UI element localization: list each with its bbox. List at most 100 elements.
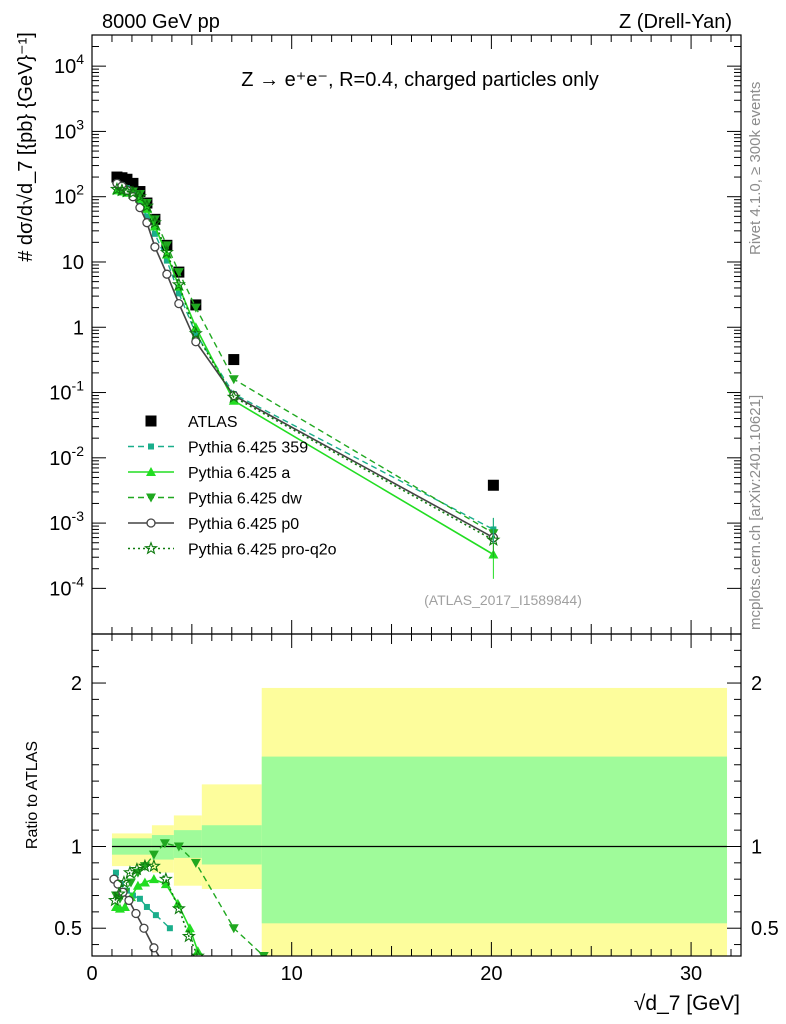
- legend-marker-pq2o: [143, 541, 159, 555]
- point-pp0: [174, 298, 184, 309]
- point-pq2o: [119, 184, 134, 198]
- y-tick-label: 102: [54, 182, 84, 209]
- ratio-tick-label-right: 2: [751, 673, 762, 695]
- ratio-tick-label-left: 1: [71, 836, 82, 858]
- legend-entry-pq2o: Pythia 6.425 pro-q2o: [128, 541, 337, 559]
- ratio-point-pa: [132, 880, 143, 890]
- ratio-point-pq2o: [190, 948, 205, 956]
- ratio-point-pa: [139, 877, 150, 887]
- point-p359: [143, 213, 150, 220]
- x-tick-label: 30: [680, 963, 702, 985]
- legend-marker-data: [145, 415, 157, 427]
- point-pp0: [142, 218, 152, 228]
- series-line-pp0: [116, 182, 494, 539]
- ratio-point-pq2o: [129, 861, 144, 876]
- point-pdw: [173, 268, 184, 278]
- process-label: Z (Drell-Yan): [619, 11, 732, 33]
- point-p359: [151, 230, 158, 237]
- ratio-point-pq2o: [181, 928, 196, 943]
- point-data: [127, 177, 139, 189]
- point-pq2o: [226, 389, 241, 404]
- point-pp0: [162, 269, 172, 279]
- y-tick-label: 10-2: [49, 443, 84, 470]
- point-pq2o: [159, 245, 174, 259]
- legend-label-pdw: Pythia 6.425 dw: [188, 491, 302, 508]
- collision-energy-label: 8000 GeV pp: [102, 11, 220, 33]
- ratio-series-pp0: [109, 874, 166, 965]
- ratio-point-pp0: [131, 908, 141, 919]
- ratio-point-pq2o: [111, 886, 126, 900]
- y-tick-label: 10: [62, 252, 84, 274]
- series-line-pq2o: [116, 188, 494, 541]
- ratio-point-pq2o: [146, 858, 161, 873]
- x-tick-label: 10: [281, 963, 303, 985]
- rivet-version-label: Rivet 4.1.0, ≥ 300k events: [747, 82, 764, 255]
- point-data: [228, 354, 240, 366]
- ratio-point-pq2o: [116, 875, 131, 889]
- y-tick-label: 10-3: [49, 508, 84, 535]
- ratio-y-axis-ticks: 0.5 0.5 1 1 2 2: [54, 649, 779, 946]
- ratio-point-pq2o: [107, 893, 122, 907]
- ratio-panel-frame: [91, 633, 742, 957]
- y-tick-exponent: -3: [72, 508, 85, 524]
- point-pp0: [150, 242, 160, 252]
- x-axis-ticks: 0 10 20 30: [86, 35, 732, 985]
- point-pq2o: [125, 185, 140, 199]
- ratio-series-group: [107, 839, 269, 965]
- ratio-tick-label-left: 2: [71, 673, 82, 695]
- point-pq2o: [147, 215, 162, 229]
- y-tick-exponent: -1: [72, 378, 85, 394]
- legend-entry-data: ATLAS: [145, 414, 238, 431]
- y-tick-exponent: 3: [76, 116, 84, 132]
- legend-marker-pa: [146, 467, 156, 476]
- legend-entry-pa: Pythia 6.425 a: [128, 465, 290, 482]
- legend-label-p359: Pythia 6.425 359: [188, 440, 308, 457]
- point-pq2o: [171, 277, 186, 291]
- x-tick-label: 20: [480, 963, 502, 985]
- legend-label-pq2o: Pythia 6.425 pro-q2o: [188, 542, 337, 559]
- ratio-point-pq2o: [158, 871, 173, 886]
- ratio-point-pdw: [173, 842, 184, 852]
- ratio-point-p359: [136, 895, 143, 902]
- ratio-series-p359: [112, 869, 173, 932]
- ratio-point-p359: [112, 869, 119, 876]
- ratio-tick-label-left: 0.5: [54, 918, 82, 940]
- point-p359: [192, 330, 199, 337]
- legend-marker-pp0: [146, 518, 156, 528]
- series-pp0: [112, 178, 499, 543]
- analysis-id-label: (ATLAS_2017_I1589844): [424, 592, 582, 608]
- legend-entry-p359: Pythia 6.425 359: [128, 440, 308, 457]
- ratio-point-pa: [119, 901, 130, 911]
- point-pdw: [190, 303, 201, 313]
- legend-entry-pdw: Pythia 6.425 dw: [128, 491, 302, 508]
- point-pdw: [228, 375, 239, 385]
- legend-marker-pdw: [146, 493, 156, 503]
- spectrum-series-group: [109, 171, 501, 579]
- legend-label-data: ATLAS: [188, 414, 238, 431]
- series-line-pdw: [116, 186, 494, 534]
- ratio-y-axis-label: Ratio to ATLAS: [24, 741, 41, 849]
- point-pq2o: [188, 326, 203, 340]
- ratio-point-pdw: [228, 924, 239, 934]
- ratio-point-pp0: [158, 957, 166, 965]
- legend-label-pp0: Pythia 6.425 p0: [188, 516, 299, 533]
- point-data: [121, 173, 133, 185]
- legend-marker-p359: [148, 443, 154, 450]
- point-pq2o: [132, 189, 147, 203]
- band-inner-bin: [261, 756, 728, 924]
- ratio-point-p359: [143, 903, 150, 910]
- ratio-series-pq2o: [107, 858, 205, 956]
- point-data: [487, 479, 499, 491]
- y-tick-label: 10-1: [49, 378, 84, 405]
- legend-label-pa: Pythia 6.425 a: [188, 465, 290, 482]
- y-tick-exponent: -4: [72, 573, 85, 589]
- point-pdw: [149, 215, 160, 225]
- ratio-point-pdw: [148, 850, 159, 860]
- band-inner-bin: [201, 825, 262, 865]
- ratio-point-pp0: [139, 923, 149, 933]
- point-pdw: [141, 199, 152, 209]
- ratio-point-pdw: [159, 839, 170, 849]
- point-pp0: [191, 337, 201, 347]
- ratio-point-pa: [148, 874, 159, 884]
- ratio-point-p359: [166, 925, 173, 932]
